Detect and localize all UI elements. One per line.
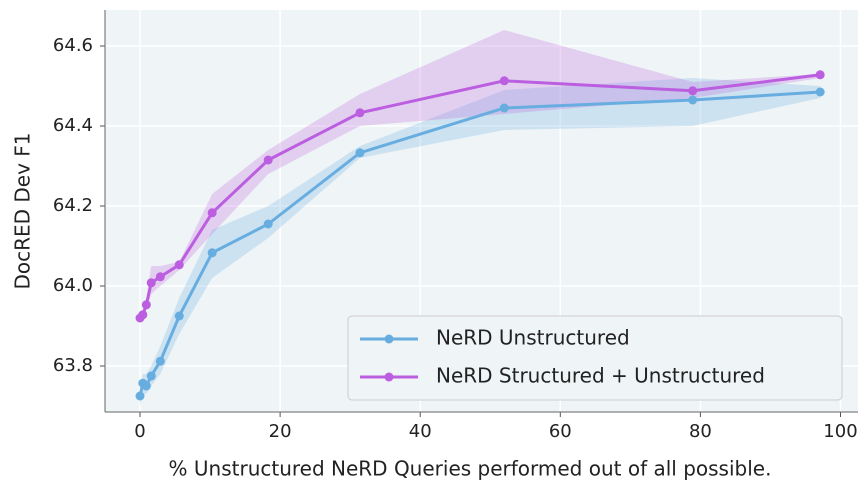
y-tick-label: 64.2 bbox=[53, 195, 93, 216]
x-tick-label: 40 bbox=[409, 421, 432, 442]
confidence-band bbox=[140, 30, 821, 322]
data-point bbox=[155, 356, 165, 366]
data-point bbox=[146, 371, 156, 381]
data-point bbox=[146, 278, 156, 288]
data-point bbox=[688, 86, 698, 96]
x-tick-label: 20 bbox=[269, 421, 292, 442]
data-point bbox=[263, 219, 273, 229]
data-point bbox=[815, 87, 825, 97]
data-point bbox=[355, 148, 365, 158]
legend-marker bbox=[384, 334, 394, 344]
legend-label: NeRD Unstructured bbox=[436, 326, 630, 350]
data-point bbox=[207, 208, 217, 218]
data-point bbox=[141, 381, 151, 391]
data-point bbox=[263, 155, 273, 165]
y-tick-label: 64.4 bbox=[53, 115, 93, 136]
data-point bbox=[688, 95, 698, 105]
legend-marker bbox=[384, 372, 394, 382]
data-point bbox=[815, 70, 825, 80]
legend-box bbox=[347, 315, 843, 401]
legend-label: NeRD Structured + Unstructured bbox=[436, 364, 765, 388]
data-point bbox=[499, 103, 509, 113]
data-point bbox=[207, 248, 217, 258]
y-tick-label: 63.8 bbox=[53, 355, 93, 376]
data-point bbox=[355, 108, 365, 118]
y-tick-label: 64.6 bbox=[53, 35, 93, 56]
x-tick-label: 100 bbox=[823, 421, 857, 442]
x-axis-label: % Unstructured NeRD Queries performed ou… bbox=[169, 457, 772, 481]
y-axis-label: DocRED Dev F1 bbox=[11, 132, 35, 289]
x-tick-label: 60 bbox=[549, 421, 572, 442]
data-point bbox=[135, 391, 145, 401]
data-point bbox=[141, 300, 151, 310]
data-point bbox=[174, 260, 184, 270]
x-tick-label: 0 bbox=[134, 421, 145, 442]
y-tick-label: 64.0 bbox=[53, 275, 93, 296]
data-point bbox=[174, 311, 184, 321]
confidence-band bbox=[140, 78, 821, 406]
data-point bbox=[138, 310, 148, 320]
x-tick-label: 80 bbox=[689, 421, 712, 442]
data-point bbox=[499, 76, 509, 86]
data-point bbox=[155, 272, 165, 282]
